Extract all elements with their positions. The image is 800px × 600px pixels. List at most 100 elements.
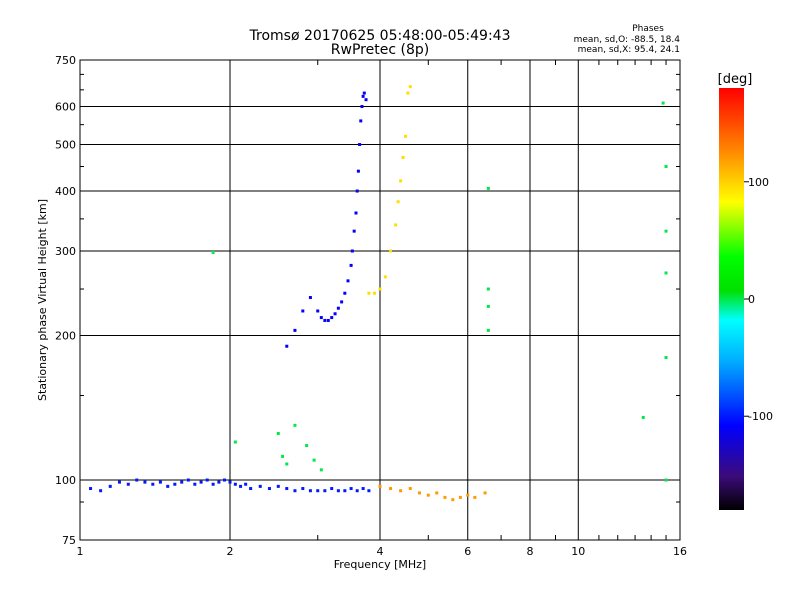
data-point — [108, 484, 112, 488]
data-point — [383, 275, 387, 279]
data-point — [399, 179, 403, 183]
data-point — [486, 287, 490, 291]
series-group — [211, 101, 668, 482]
y-axis: 75 100 200 300 400 500 600 750 — [55, 54, 680, 547]
data-point — [664, 164, 668, 168]
data-points — [89, 85, 668, 502]
data-point — [355, 189, 359, 193]
data-point — [359, 119, 363, 123]
data-point — [186, 478, 190, 482]
chart-title: Tromsø 20170625 05:48:00-05:49:43 — [249, 28, 511, 44]
data-point — [396, 200, 400, 204]
series-group — [285, 91, 368, 348]
colorbar — [719, 88, 744, 510]
data-point — [408, 85, 412, 89]
data-point — [399, 489, 403, 493]
data-point — [211, 250, 215, 254]
data-point — [364, 98, 368, 102]
data-point — [355, 489, 359, 493]
data-point — [349, 487, 353, 491]
data-point — [340, 300, 344, 304]
data-point — [343, 489, 347, 493]
data-point — [151, 482, 155, 486]
series-group — [89, 478, 371, 493]
x-tick-label: 1 — [77, 545, 84, 558]
data-point — [211, 482, 215, 486]
data-point — [267, 487, 271, 491]
stats-x-mode: mean, sd,X: 95.4, 24.1 — [578, 45, 680, 55]
data-point — [249, 487, 253, 491]
data-point — [361, 94, 365, 98]
data-point — [312, 458, 316, 462]
data-point — [233, 482, 237, 486]
data-point — [333, 312, 337, 316]
y-tick-label: 100 — [55, 474, 76, 487]
data-point — [389, 487, 393, 491]
data-point — [258, 484, 262, 488]
x-axis-label: Frequency [MHz] — [334, 558, 426, 571]
data-point — [367, 489, 371, 493]
data-point — [389, 249, 393, 253]
data-point — [316, 489, 320, 493]
data-point — [443, 495, 447, 499]
data-point — [661, 101, 665, 105]
y-tick-label: 200 — [55, 330, 76, 343]
data-point — [360, 105, 364, 109]
data-point — [394, 223, 398, 227]
data-point — [158, 480, 162, 484]
data-point — [349, 263, 353, 267]
data-point — [664, 229, 668, 233]
data-point — [217, 480, 221, 484]
data-point — [641, 415, 645, 419]
data-point — [451, 498, 455, 502]
data-point — [285, 462, 289, 466]
data-point — [305, 444, 309, 448]
data-point — [308, 489, 312, 493]
data-point — [316, 309, 320, 313]
x-axis: 1 2 4 6 8 10 16 — [77, 60, 687, 558]
data-point — [89, 487, 93, 491]
colorbar-label: [deg] — [718, 72, 753, 87]
data-point — [193, 482, 197, 486]
data-point — [378, 484, 382, 488]
data-point — [486, 328, 490, 332]
data-point — [323, 489, 327, 493]
x-tick-label: 2 — [227, 545, 234, 558]
data-point — [435, 491, 439, 495]
data-point — [664, 271, 668, 275]
data-point — [373, 291, 377, 295]
data-point — [180, 480, 184, 484]
data-point — [276, 432, 280, 436]
data-point — [486, 186, 490, 190]
y-axis-label: Stationary phase Virtual Height [km] — [36, 199, 49, 401]
y-tick-label: 75 — [62, 534, 76, 547]
data-point — [319, 316, 323, 320]
y-tick-label: 600 — [55, 101, 76, 114]
series-group — [378, 484, 487, 502]
data-point — [301, 309, 305, 313]
data-point — [293, 328, 297, 332]
data-point — [458, 495, 462, 499]
y-tick-label: 300 — [55, 245, 76, 258]
data-point — [285, 344, 289, 348]
x-tick-label: 8 — [527, 545, 534, 558]
data-point — [406, 91, 410, 95]
data-point — [117, 480, 121, 484]
data-point — [401, 155, 405, 159]
data-point — [205, 478, 209, 482]
data-point — [358, 143, 362, 147]
data-point — [276, 484, 280, 488]
data-point — [143, 480, 147, 484]
data-point — [483, 491, 487, 495]
x-tick-label: 4 — [377, 545, 384, 558]
data-point — [408, 487, 412, 491]
data-point — [664, 478, 668, 482]
data-point — [426, 493, 430, 497]
data-point — [466, 493, 470, 497]
colorbar-tick-label: -100 — [748, 410, 773, 423]
colorbar-tick-label: 0 — [748, 293, 755, 306]
data-point — [417, 491, 421, 495]
y-tick-label: 750 — [55, 54, 76, 67]
colorbar-tick-label: 100 — [748, 176, 769, 189]
stats-header: Phases — [632, 24, 664, 34]
